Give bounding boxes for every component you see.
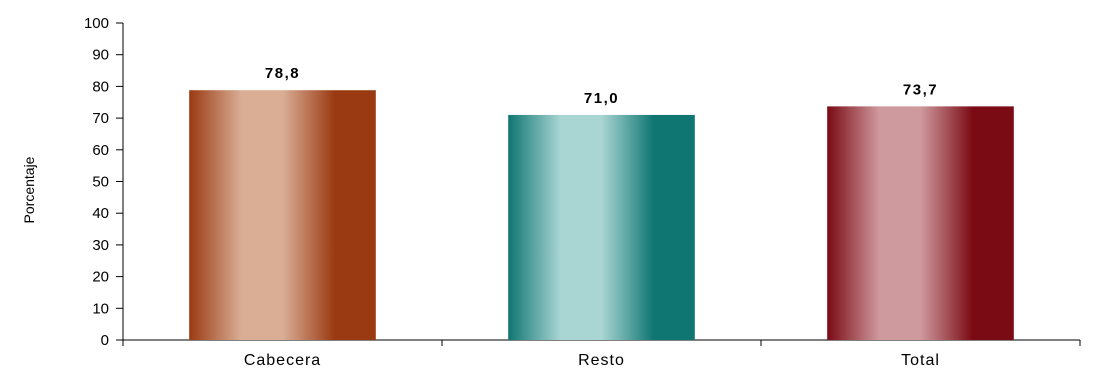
- bar-cabecera: [189, 90, 376, 340]
- bar-total: [827, 106, 1014, 340]
- category-label: Cabecera: [244, 352, 321, 369]
- y-tick-label: 70: [92, 110, 109, 127]
- y-tick-label: 50: [92, 174, 109, 191]
- y-tick-label: 100: [84, 15, 109, 32]
- data-label: 78,8: [265, 65, 300, 82]
- category-label: Resto: [578, 352, 625, 369]
- data-labels: 78,8 71,0 73,7: [265, 65, 938, 107]
- category-label: Total: [901, 352, 940, 369]
- y-tick-label: 10: [92, 300, 109, 317]
- y-tick-label: 30: [92, 237, 109, 254]
- y-tick-label: 20: [92, 269, 109, 286]
- bar-resto: [508, 114, 695, 341]
- y-tick-label: 60: [92, 142, 109, 159]
- data-label: 73,7: [903, 81, 938, 98]
- bars: [189, 90, 1014, 341]
- y-axis: 0 10 20 30 40 50 60 70 80 90 100: [84, 15, 124, 349]
- y-tick-label: 90: [92, 47, 109, 64]
- y-tick-label: 0: [101, 332, 109, 349]
- y-tick-label: 80: [92, 78, 109, 95]
- category-labels: Cabecera Resto Total: [244, 352, 940, 369]
- y-tick-label: 40: [92, 205, 109, 222]
- y-axis-title: Porcentaje: [21, 156, 37, 223]
- x-axis: [122, 339, 1081, 346]
- data-label: 71,0: [584, 90, 619, 107]
